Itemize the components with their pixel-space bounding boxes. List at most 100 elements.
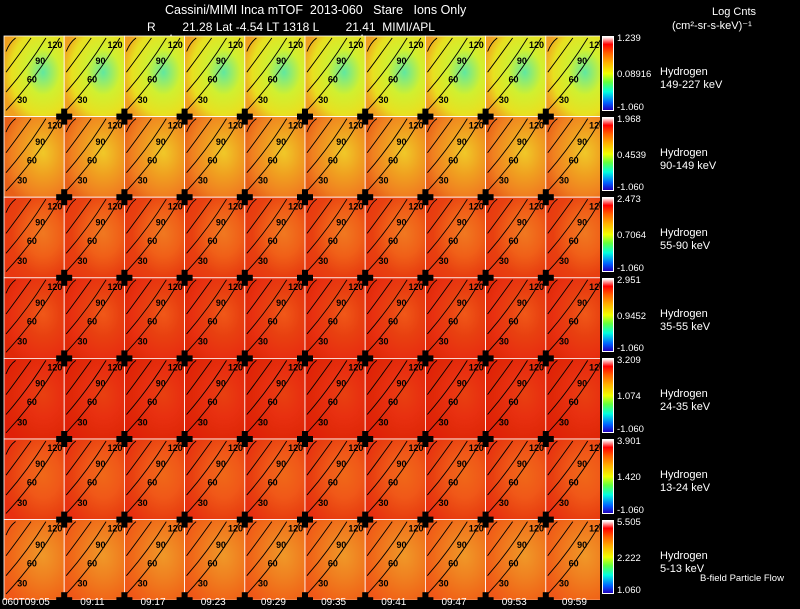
time-label: 09:11 [80, 597, 105, 608]
contour-line [366, 521, 422, 595]
contour-line [306, 360, 348, 415]
contour-line [306, 521, 348, 576]
contour-label: 90 [517, 459, 527, 469]
contour-label: 120 [228, 40, 243, 50]
contour-line [5, 198, 16, 213]
crosshair-icon [297, 431, 313, 447]
contour-line [186, 118, 241, 192]
contour-line [547, 360, 558, 375]
colorbar-min: -1.060 [617, 182, 644, 194]
contour-line [487, 118, 528, 173]
crosshair-icon [297, 350, 313, 367]
contour-label: 30 [258, 578, 268, 588]
contour-label: 30 [559, 578, 569, 588]
contour-label: 30 [318, 578, 328, 588]
contour-line [186, 279, 241, 353]
colorbar-min: -1.060 [617, 424, 644, 435]
contour-label: 30 [258, 498, 268, 508]
contour-line [65, 521, 92, 557]
contour-label: 120 [589, 40, 600, 50]
contour-line [246, 198, 301, 272]
contour-line [186, 198, 212, 234]
contour-line [547, 440, 574, 476]
contour-line [306, 279, 362, 353]
contour-label: 90 [216, 459, 226, 469]
contour-line [366, 360, 393, 395]
contour-line [126, 37, 152, 73]
contour-label: 30 [77, 175, 87, 185]
contour-label: 120 [469, 201, 484, 211]
contour-line [306, 118, 362, 192]
contour-label: 30 [439, 417, 449, 427]
colorbar-mid: 1.074 [617, 391, 641, 403]
bfield-label: B-field Particle Flow [700, 573, 784, 584]
contour-label: 120 [348, 201, 363, 211]
contour-line [246, 118, 273, 154]
contour-line [65, 198, 92, 234]
contour-line [246, 360, 273, 395]
contour-line [5, 118, 16, 133]
contour-line [5, 360, 16, 375]
contour-line [547, 120, 600, 192]
contour-label: 90 [336, 379, 346, 389]
contour-label: 30 [439, 256, 449, 266]
contour-label: 120 [168, 443, 183, 453]
energy-range: 35-55 keV [660, 320, 711, 333]
contour-line [547, 200, 600, 272]
contour-line [126, 521, 167, 576]
species-name: Hydrogen [660, 549, 708, 562]
colorbar-mid: 0.7064 [617, 230, 647, 242]
time-label: 060T09:05 [2, 597, 50, 608]
contour-line [125, 521, 137, 536]
crosshair-icon [116, 350, 133, 367]
contour-label: 90 [577, 459, 587, 469]
contour-label: 30 [258, 417, 268, 427]
contour-label: 90 [35, 217, 45, 227]
contour-label: 90 [457, 540, 467, 550]
contour-label: 120 [288, 362, 303, 372]
contour-label: 90 [276, 56, 286, 66]
contour-line [427, 521, 453, 557]
contour-label: 30 [198, 256, 208, 266]
contour-line [426, 279, 438, 294]
colorbar-max: 3.901 [617, 436, 641, 447]
contour-line [366, 118, 408, 173]
crosshair-icon [477, 350, 494, 367]
contour-label: 30 [559, 417, 569, 427]
contour-line [246, 37, 301, 111]
contour-line [246, 118, 301, 192]
contour-line [366, 198, 378, 213]
contour-line [246, 521, 257, 536]
contour-label: 120 [589, 282, 600, 292]
contour-line [246, 279, 288, 335]
contour-line [547, 279, 558, 294]
contour-line [487, 118, 513, 154]
contour-line [427, 118, 482, 192]
crosshair-icon [417, 511, 434, 528]
contour-label: 60 [328, 75, 338, 85]
contour-label: 60 [328, 558, 338, 568]
crosshair-icon [297, 108, 313, 125]
energy-range: 24-35 keV [660, 401, 711, 414]
contour-label: 90 [397, 217, 407, 227]
contour-line [487, 37, 528, 93]
contour-label: 90 [35, 459, 45, 469]
contour-label: 90 [96, 540, 106, 550]
contour-line [547, 279, 574, 315]
contour-line [366, 279, 378, 294]
contour-label: 90 [276, 298, 286, 308]
contour-line [65, 360, 92, 395]
